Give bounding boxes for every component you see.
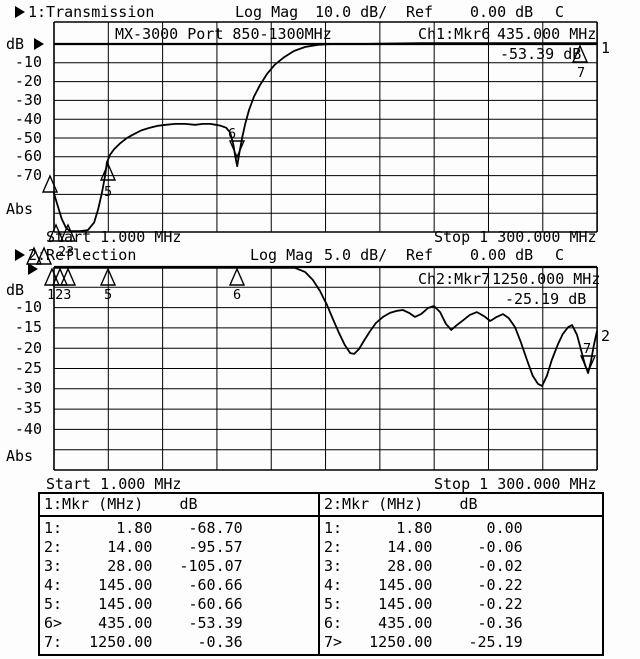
ch2-marker-table-header: 2:Mkr (MHz) dB — [320, 494, 602, 517]
ch1-marker7-icon — [571, 44, 589, 63]
ch2-tick: -20 — [15, 339, 42, 357]
ch2-marker2-icon — [51, 267, 69, 286]
marker-table-row: 1: 1.80 -68.70 — [44, 519, 243, 537]
ch2-marker7-icon — [579, 355, 597, 374]
ch1-header-scale: Log Mag — [235, 3, 298, 21]
ch2-tick: -15 — [15, 318, 42, 336]
marker-table-row: 2: 14.00 -0.06 — [324, 538, 523, 556]
ch1-ref-level-arrow-icon — [34, 38, 44, 50]
ch2-tick: -35 — [15, 399, 42, 417]
marker-table-row: 3: 28.00 -105.07 — [44, 557, 243, 575]
ch1-readout-value: -53.39 dB — [500, 45, 581, 63]
ch2-readout-value: -25.19 dB — [505, 290, 586, 308]
ch1-readout-freq: 435.000 MHz — [497, 25, 596, 43]
ch2-header-cal-flag: C — [555, 246, 564, 264]
ch1-tick: -10 — [15, 53, 42, 71]
reflection-trace — [53, 266, 598, 387]
ch1-header-cal-flag: C — [555, 3, 564, 21]
ch1-marker6-label: 6 — [228, 126, 236, 142]
ch2-header-ref-label: Ref — [406, 246, 433, 264]
marker-table-row: 2: 14.00 -95.57 — [44, 538, 243, 556]
ch1-marker2-icon — [47, 223, 65, 242]
ch2-header-marker-overlap-icon — [35, 246, 53, 265]
ch1-tick: -60 — [15, 147, 42, 165]
ch2-stop-label: Stop 1 300.000 MHz — [434, 475, 597, 492]
ch2-header-marker-overlap-icon — [25, 246, 43, 265]
ch2-marker6-label: 6 — [233, 287, 241, 303]
ch1-readout-marker: Ch1:Mkr6 — [418, 25, 490, 43]
ch1-marker-table-header: 1:Mkr (MHz) dB — [40, 494, 318, 517]
marker-table-row: 7: 1250.00 -0.36 — [44, 633, 243, 651]
ch1-header-title: 1:Transmission — [28, 3, 154, 21]
ch1-marker5-label: 5 — [104, 184, 112, 200]
ch1-trace-id: 1 — [601, 39, 610, 57]
ch2-header-per-div: 5.0 dB/ — [324, 246, 387, 264]
ch2-header-scale: Log Mag — [250, 246, 313, 264]
ch1-marker-cluster-label: 23 — [58, 244, 74, 260]
ch2-tick: -25 — [15, 359, 42, 377]
ch2-abs-label: Abs — [6, 447, 33, 465]
ch1-tick: -20 — [15, 72, 42, 90]
marker-table-row: 6> 435.00 -53.39 — [44, 614, 243, 632]
marker-table-row: 7> 1250.00 -25.19 — [324, 633, 523, 651]
ch1-marker7-label: 7 — [577, 65, 585, 81]
marker-table-row: 5: 145.00 -60.66 — [44, 595, 243, 613]
ch2-start-label: Start 1.000 MHz — [46, 475, 181, 492]
ch2-readout-marker: Ch2:Mkr7 — [418, 270, 490, 288]
ch2-marker6-icon — [228, 267, 246, 286]
ch1-start-label: Start 1.000 MHz — [46, 228, 181, 246]
ch2-marker1-icon — [43, 267, 61, 286]
channel1-header-arrow-icon — [15, 6, 25, 18]
ch1-tick: -30 — [15, 91, 42, 109]
ch1-tick: -40 — [15, 110, 42, 128]
ch2-readout-freq: 1250.000 MHz — [492, 270, 600, 288]
ch2-header-title: 2:Reflection — [28, 246, 136, 264]
ch2-marker7-label: 7 — [583, 341, 591, 357]
ch1-marker6-icon — [228, 140, 246, 159]
ch1-marker1-icon — [41, 174, 59, 193]
ch1-marker5-icon — [99, 162, 117, 181]
charts-svg: 1:Transmission Log Mag 10.0 dB/ Ref 0.00… — [6, 3, 610, 493]
marker-table-row: 1: 1.80 0.00 — [324, 519, 523, 537]
ch1-header-ref-value: 0.00 dB — [470, 3, 533, 21]
ch2-tick: -10 — [15, 298, 42, 316]
ch1-abs-label: Abs — [6, 200, 33, 218]
ch2-header-ref-value: 0.00 dB — [470, 246, 533, 264]
channel2-header-arrow-icon — [15, 249, 25, 261]
ch2-marker3-icon — [59, 267, 77, 286]
ch1-marker3-icon — [59, 223, 77, 242]
ch2-marker5-label: 5 — [104, 287, 112, 303]
ch2-marker-cluster-label: 123 — [47, 287, 71, 303]
reflection-grid — [53, 265, 598, 471]
ch1-tick: -50 — [15, 129, 42, 147]
ch2-trace-id: 2 — [601, 327, 610, 345]
marker-table-row: 5: 145.00 -0.22 — [324, 595, 523, 613]
marker-table-row: 6: 435.00 -0.36 — [324, 614, 523, 632]
transmission-trace — [52, 42, 597, 232]
ch2-marker-table-body: 1: 1.80 0.00 2: 14.00 -0.06 3: 28.00 -0.02… — [320, 517, 602, 652]
ch1-stop-label: Stop 1 300.000 MHz — [434, 228, 597, 246]
ch1-tick: -70 — [15, 166, 42, 184]
ch2-ref-level-arrow-icon — [28, 263, 38, 275]
ch2-tick: -40 — [15, 420, 42, 438]
ch1-marker-table: 1:Mkr (MHz) dB 1: 1.80 -68.70 2: 14.00 -9… — [38, 492, 320, 656]
marker-table-row: 4: 145.00 -60.66 — [44, 576, 243, 594]
ch1-axis-unit: dB — [6, 35, 24, 53]
marker-table-row: 4: 145.00 -0.22 — [324, 576, 523, 594]
ch1-header-per-div: 10.0 dB/ — [315, 3, 387, 21]
ch2-marker5-icon — [99, 267, 117, 286]
ch1-marker-table-body: 1: 1.80 -68.70 2: 14.00 -95.57 3: 28.00 -1… — [40, 517, 318, 652]
ch2-marker-table: 2:Mkr (MHz) dB 1: 1.80 0.00 2: 14.00 -0.0… — [318, 492, 604, 656]
ch1-annotation: MX-3000 Port 850-1300MHz — [115, 25, 332, 43]
ch2-tick: -30 — [15, 379, 42, 397]
ch1-header-ref-label: Ref — [406, 3, 433, 21]
ch2-axis-unit: dB — [6, 281, 24, 299]
marker-table-row: 3: 28.00 -0.02 — [324, 557, 523, 575]
